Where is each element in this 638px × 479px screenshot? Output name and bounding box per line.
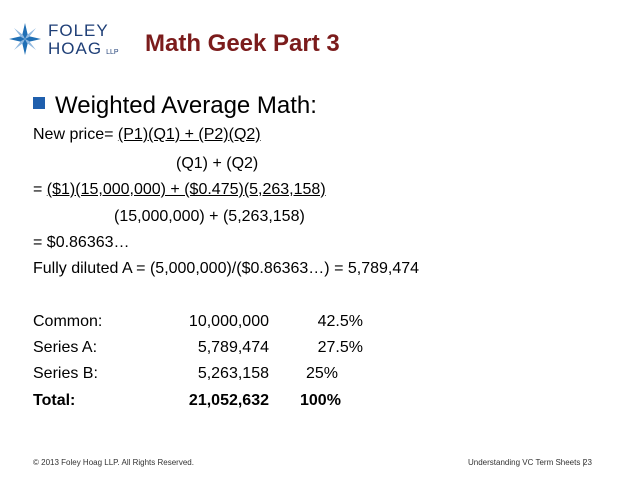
compass-logo-icon	[9, 23, 41, 55]
total-label: Total:	[33, 392, 76, 409]
total-shares: 21,052,632	[188, 392, 269, 409]
formula-denominator: (Q1) + (Q2)	[176, 155, 259, 172]
row-shares: 10,000,000	[188, 313, 269, 330]
bullet-heading: Weighted Average Math:	[33, 92, 317, 120]
result-line: = $0.86363…	[33, 234, 130, 251]
formula-numerator: (P1)(Q1) + (P2)(Q2)	[117, 126, 261, 143]
logo-line-hoag: HOAG LLP	[48, 40, 119, 62]
bullet-text: Weighted Average Math:	[55, 92, 317, 119]
footer-page-number: 23	[583, 458, 592, 467]
row-label: Series A:	[33, 339, 98, 356]
slide-title: Math Geek Part 3	[145, 30, 340, 57]
calc-line: = ($1)(15,000,000) + ($0.475)(5,263,158)	[33, 181, 326, 199]
row-label: Common:	[33, 313, 103, 330]
foley-hoag-logo: FOLEY HOAG LLP	[8, 20, 138, 64]
footer-deck-title: Understanding VC Term Sheets |	[468, 458, 585, 467]
calc-numerator: ($1)(15,000,000) + ($0.475)(5,263,158)	[46, 181, 326, 198]
logo-wordmark: FOLEY HOAG LLP	[48, 22, 119, 62]
footer-copyright: © 2013 Foley Hoag LLP. All Rights Reserv…	[33, 458, 194, 467]
row-percent: 25%	[306, 365, 339, 382]
row-shares: 5,263,158	[197, 365, 269, 382]
total-percent: 100%	[300, 392, 341, 409]
formula-prefix: New price=	[33, 126, 118, 143]
formula-line-1: New price= (P1)(Q1) + (P2)(Q2)	[33, 126, 261, 144]
logo-llp: LLP	[106, 49, 119, 56]
logo-hoag-text: HOAG	[48, 39, 103, 58]
square-bullet-icon	[33, 97, 45, 109]
row-percent: 27.5%	[317, 339, 363, 356]
fully-diluted-line: Fully diluted A = (5,000,000)/($0.86363……	[33, 260, 420, 277]
row-shares: 5,789,474	[197, 339, 269, 356]
calc-denominator: (15,000,000) + (5,263,158)	[114, 208, 305, 225]
row-label: Series B:	[33, 365, 98, 382]
logo-line-foley: FOLEY	[48, 21, 109, 40]
calc-prefix: =	[33, 181, 47, 198]
row-percent: 42.5%	[317, 313, 363, 330]
